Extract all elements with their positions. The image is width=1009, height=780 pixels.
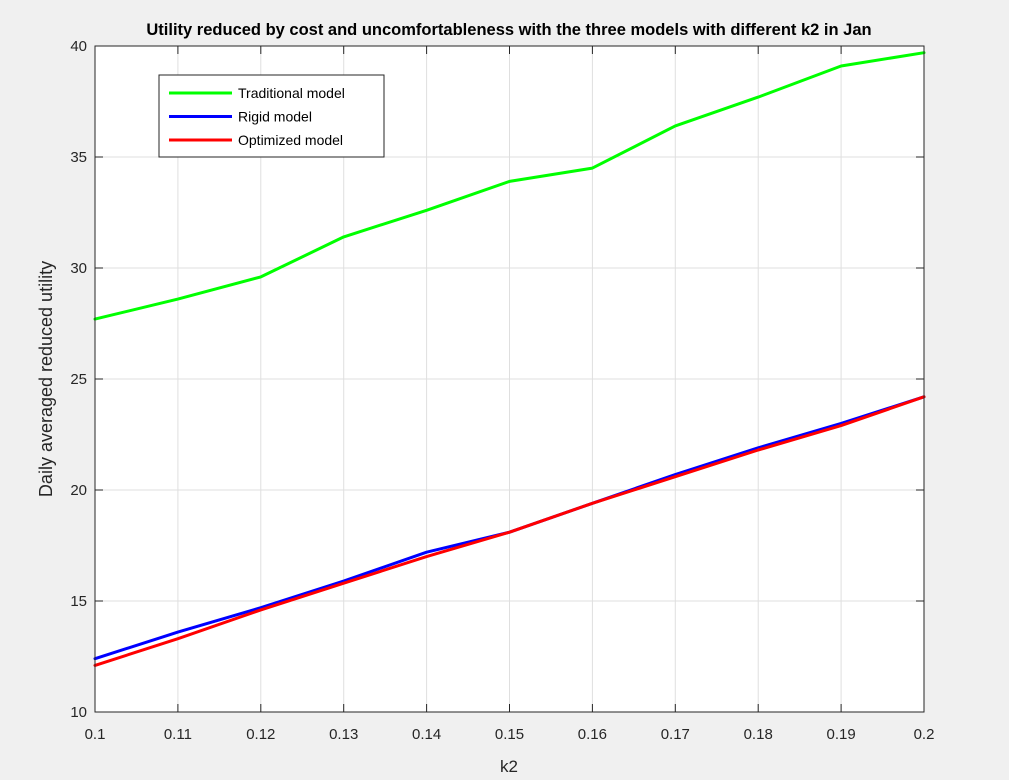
legend-entry: Optimized model xyxy=(238,132,343,148)
y-tick-label: 10 xyxy=(70,704,87,721)
y-tick-label: 20 xyxy=(70,482,87,499)
x-tick-label: 0.13 xyxy=(329,726,358,743)
x-tick-label: 0.18 xyxy=(744,726,773,743)
y-tick-label: 30 xyxy=(70,260,87,277)
y-tick-label: 15 xyxy=(70,593,87,610)
x-axis-label: k2 xyxy=(500,757,518,776)
y-tick-label: 40 xyxy=(70,38,87,55)
x-tick-label: 0.2 xyxy=(914,726,935,743)
axis-ticks: 0.1 0.11 0.12 0.13 0.14 0.15 0.16 0.17 0.18 0.19 0… xyxy=(70,38,934,743)
legend: Traditional model Rigid model Optimized mo… xyxy=(158,74,385,158)
legend-entry: Traditional model xyxy=(238,85,345,101)
y-tick-label: 35 xyxy=(70,149,87,166)
series-line-optimized-model xyxy=(93,395,926,667)
x-tick-label: 0.1 xyxy=(85,726,106,743)
x-tick-label: 0.16 xyxy=(578,726,607,743)
series-line-traditional-model xyxy=(93,51,926,321)
x-tick-label: 0.19 xyxy=(826,726,855,743)
y-tick-label: 25 xyxy=(70,371,87,388)
legend-entry: Rigid model xyxy=(238,109,312,125)
chart-title: Utility reduced by cost and uncomfortabl… xyxy=(146,21,871,39)
x-tick-label: 0.14 xyxy=(412,726,441,743)
series-lines xyxy=(93,51,926,667)
x-tick-label: 0.17 xyxy=(661,726,690,743)
x-tick-label: 0.15 xyxy=(495,726,524,743)
x-tick-label: 0.12 xyxy=(246,726,275,743)
y-axis-label: Daily averaged reduced utility xyxy=(36,261,56,497)
x-tick-label: 0.11 xyxy=(164,726,192,743)
